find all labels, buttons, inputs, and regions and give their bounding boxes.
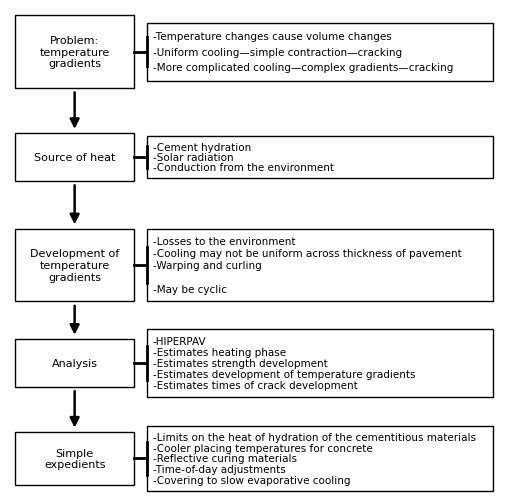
Text: Source of heat: Source of heat — [34, 153, 115, 163]
Text: -Temperature changes cause volume changes: -Temperature changes cause volume change… — [153, 33, 391, 43]
Text: -Limits on the heat of hydration of the cementitious materials: -Limits on the heat of hydration of the … — [153, 432, 475, 442]
Text: -May be cyclic: -May be cyclic — [153, 285, 226, 295]
Text: -HIPERPAV: -HIPERPAV — [153, 336, 206, 346]
Bar — [146, 229, 492, 302]
Text: -Estimates development of temperature gradients: -Estimates development of temperature gr… — [153, 369, 415, 379]
Text: Analysis: Analysis — [52, 358, 97, 368]
Text: -Uniform cooling—simple contraction—cracking: -Uniform cooling—simple contraction—crac… — [153, 48, 401, 58]
Bar — [15, 229, 134, 302]
Text: -Losses to the environment: -Losses to the environment — [153, 236, 295, 246]
Text: Development of
temperature
gradients: Development of temperature gradients — [30, 249, 119, 282]
Bar — [146, 426, 492, 491]
Text: -Solar radiation: -Solar radiation — [153, 153, 233, 163]
Bar — [15, 432, 134, 485]
Text: -Cement hydration: -Cement hydration — [153, 143, 250, 153]
Bar — [15, 16, 134, 89]
Text: -Cooler placing temperatures for concrete: -Cooler placing temperatures for concret… — [153, 443, 372, 453]
Text: -Time-of-day adjustments: -Time-of-day adjustments — [153, 464, 285, 474]
Text: -More complicated cooling—complex gradients—cracking: -More complicated cooling—complex gradie… — [153, 63, 452, 73]
Text: -Estimates heating phase: -Estimates heating phase — [153, 347, 285, 357]
Text: Problem:
temperature
gradients: Problem: temperature gradients — [39, 36, 110, 69]
Bar — [146, 330, 492, 397]
Text: -Estimates times of crack development: -Estimates times of crack development — [153, 380, 357, 390]
Bar — [15, 134, 134, 181]
Text: -Covering to slow evaporative cooling: -Covering to slow evaporative cooling — [153, 474, 349, 484]
Bar — [146, 136, 492, 179]
Text: -Reflective curing materials: -Reflective curing materials — [153, 453, 296, 463]
Text: Simple
expedients: Simple expedients — [44, 447, 105, 469]
Text: -Conduction from the environment: -Conduction from the environment — [153, 163, 333, 173]
Text: -Estimates strength development: -Estimates strength development — [153, 358, 327, 368]
Text: -Warping and curling: -Warping and curling — [153, 261, 261, 271]
Bar — [15, 340, 134, 387]
Text: -Cooling may not be uniform across thickness of pavement: -Cooling may not be uniform across thick… — [153, 248, 461, 259]
Bar — [146, 24, 492, 81]
